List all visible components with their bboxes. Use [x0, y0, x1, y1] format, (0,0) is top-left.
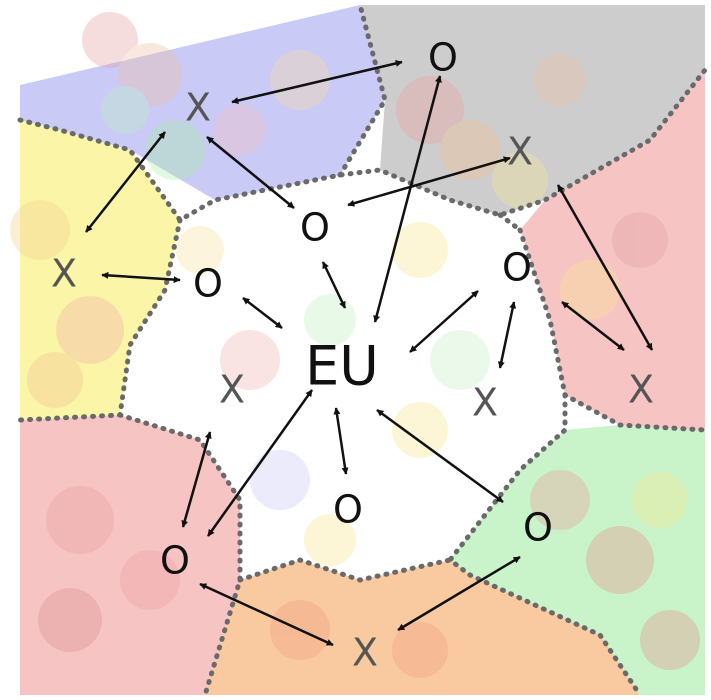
arrow	[199, 582, 334, 647]
arrow	[561, 301, 625, 351]
node-x: X	[185, 86, 211, 130]
node-x: X	[51, 252, 77, 296]
blob	[27, 352, 83, 408]
blob	[38, 588, 102, 652]
node-o: O	[428, 36, 458, 80]
node-labels: EU X X X X X X X O O O O O O O	[51, 36, 654, 675]
arrow	[231, 60, 403, 104]
blob	[250, 450, 310, 510]
blob	[56, 296, 124, 364]
node-o: O	[523, 506, 553, 550]
node-o: O	[160, 539, 190, 583]
node-x: X	[472, 381, 498, 425]
arrow	[497, 301, 517, 369]
arrow	[321, 261, 347, 309]
blob	[640, 610, 700, 670]
arrow	[397, 555, 521, 632]
border	[17, 217, 183, 423]
blob	[440, 120, 500, 180]
node-x: X	[507, 130, 533, 174]
blob	[392, 622, 448, 678]
arrow	[409, 290, 479, 353]
arrows	[85, 60, 654, 647]
node-o: O	[193, 262, 223, 306]
node-x: X	[628, 368, 654, 412]
border	[337, 2, 388, 178]
node-x: X	[352, 631, 378, 675]
node-o: O	[333, 488, 363, 532]
blob	[612, 212, 668, 268]
blob	[220, 330, 280, 390]
arrow	[206, 389, 314, 537]
region-green	[450, 425, 705, 695]
arrow	[373, 75, 442, 323]
node-center-eu: EU	[305, 335, 379, 398]
blob	[530, 470, 590, 530]
blob	[82, 12, 138, 68]
blob	[118, 43, 182, 107]
region-red-left	[20, 415, 240, 695]
arrow	[333, 407, 349, 475]
border	[497, 212, 523, 233]
node-x: X	[219, 368, 245, 412]
blob	[392, 402, 448, 458]
blob	[101, 86, 149, 134]
node-o: O	[502, 246, 532, 290]
arrow	[206, 136, 295, 209]
arrow	[181, 431, 212, 528]
arrow	[85, 131, 166, 233]
blob	[176, 226, 224, 274]
blob	[560, 260, 620, 320]
blob	[120, 550, 180, 610]
node-o: O	[300, 206, 330, 250]
arrow	[556, 184, 654, 351]
blob	[10, 200, 70, 260]
arrow	[242, 297, 283, 329]
blob	[632, 472, 688, 528]
blob	[534, 54, 586, 106]
arrow	[101, 271, 181, 284]
blob	[304, 514, 356, 566]
blob	[46, 486, 114, 554]
blob	[586, 526, 654, 594]
arrow	[376, 408, 504, 504]
